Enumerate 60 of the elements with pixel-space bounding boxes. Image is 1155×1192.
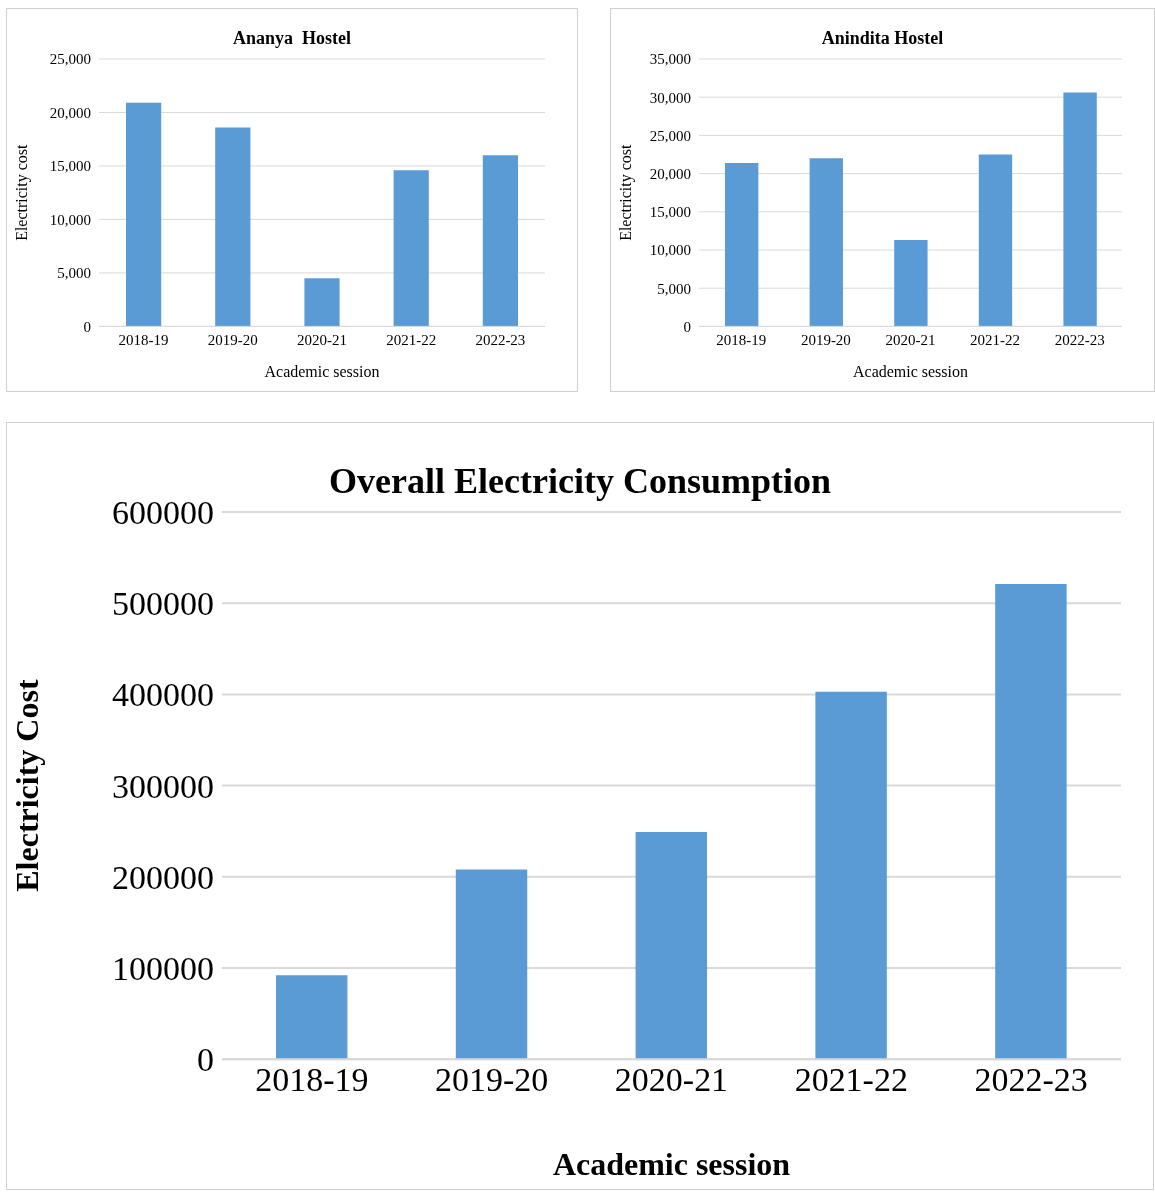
bar: [1063, 92, 1097, 326]
y-tick-label: 25,000: [649, 127, 692, 144]
x-tick-label: 2022-23: [475, 331, 526, 348]
y-tick-label: 10,000: [49, 211, 92, 228]
y-tick-label: 500000: [112, 585, 214, 623]
bar: [304, 277, 340, 326]
x-tick-label: 2018-19: [716, 331, 767, 348]
bar: [815, 691, 887, 1060]
x-tick-label: 2019-20: [800, 331, 851, 348]
x-axis-title: Academic session: [853, 362, 968, 380]
x-tick-label: 2020-21: [297, 331, 347, 348]
x-tick-label: 2022-23: [1054, 331, 1105, 348]
y-axis-title: Electricity Cost: [9, 679, 46, 892]
x-tick-label: 2020-21: [885, 331, 936, 348]
bar: [215, 127, 251, 326]
x-tick-label: 2020-21: [614, 1061, 729, 1099]
y-tick-label: 25,000: [49, 50, 92, 67]
x-axis-title: Academic session: [264, 362, 380, 380]
y-tick-label: 5,000: [657, 280, 692, 297]
y-tick-label: 15,000: [649, 203, 692, 220]
y-tick-label: 0: [83, 318, 92, 335]
y-tick-label: 15,000: [49, 157, 92, 174]
x-tick-label: 2021-22: [794, 1061, 908, 1099]
bar: [995, 584, 1067, 1060]
chart-title: Anindita Hostel: [820, 26, 945, 49]
y-tick-label: 10,000: [649, 241, 692, 258]
y-axis-title: Electricity cost: [12, 143, 31, 241]
x-tick-label: 2019-20: [435, 1061, 549, 1099]
x-axis-title: Academic session: [552, 1145, 791, 1182]
x-tick-label: 2018-19: [118, 331, 169, 348]
y-axis-title: Electricity cost: [616, 143, 635, 241]
bar: [894, 239, 928, 326]
bar: [276, 975, 348, 1060]
bar: [978, 154, 1013, 326]
bar: [393, 169, 429, 326]
bar: [809, 157, 843, 326]
y-tick-label: 400000: [112, 676, 214, 714]
y-tick-label: 20,000: [649, 165, 692, 182]
bar: [725, 162, 759, 326]
y-tick-label: 30,000: [649, 89, 692, 106]
x-tick-label: 2019-20: [207, 331, 258, 348]
y-tick-label: 0: [683, 318, 692, 335]
y-tick-label: 5,000: [57, 264, 92, 281]
x-tick-label: 2021-22: [970, 331, 1021, 348]
y-tick-label: 200000: [112, 859, 214, 897]
y-tick-label: 20,000: [49, 104, 92, 121]
bar: [126, 102, 162, 326]
chart-title: Overall Electricity Consumption: [329, 461, 831, 502]
y-tick-label: 300000: [112, 767, 214, 805]
chart-title: Ananya Hostel: [232, 26, 352, 49]
bar: [455, 869, 528, 1060]
x-tick-label: 2021-22: [386, 331, 437, 348]
x-tick-label: 2018-19: [255, 1061, 369, 1099]
x-tick-label: 2022-23: [974, 1061, 1088, 1099]
y-tick-label: 100000: [112, 950, 214, 988]
bar: [635, 832, 708, 1060]
bar: [482, 154, 518, 326]
y-tick-label: 0: [197, 1041, 214, 1079]
y-tick-label: 35,000: [649, 50, 692, 67]
y-tick-label: 600000: [112, 494, 214, 532]
